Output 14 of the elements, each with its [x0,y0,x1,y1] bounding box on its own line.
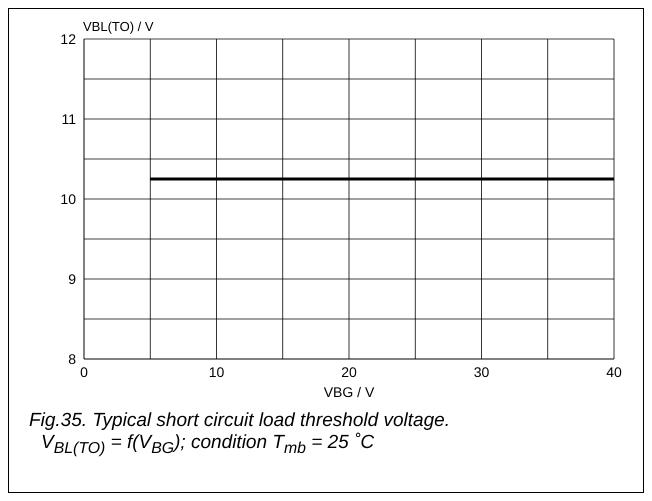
caption: Fig.35. Typical short circuit load threshold voltage. [29,410,452,432]
y-tick-label: 8 [68,350,76,367]
y-axis-title: VBL(TO) / V [83,19,154,34]
y-tick-label: 9 [68,270,76,287]
x-tick-label: 30 [474,364,490,380]
y-tick-label: 12 [60,30,76,47]
x-tick-label: 20 [341,364,357,380]
x-tick-label: 10 [208,364,224,380]
text: V$_{BL(TO)}$ = f(V$_{BG}$); condition T$_{mb}$ = 25 ˚C [40,432,376,459]
x-tick-label: 40 [606,364,622,380]
x-axis-title: VBG / V [324,384,375,400]
x-tick-label: 0 [80,364,88,380]
y-tick-label: 10 [60,190,76,207]
y-tick-label: 11 [61,110,76,127]
